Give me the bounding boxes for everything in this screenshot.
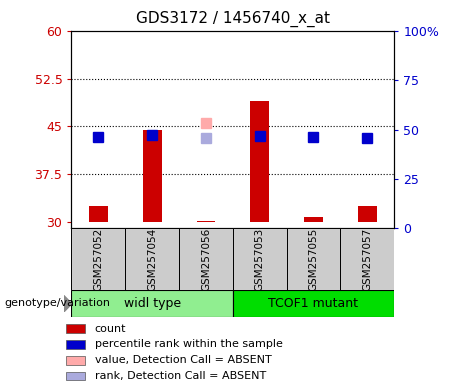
Bar bbox=[196, 221, 215, 222]
Text: GSM257057: GSM257057 bbox=[362, 228, 372, 291]
Bar bbox=[125, 228, 179, 290]
Text: GSM257052: GSM257052 bbox=[93, 228, 103, 291]
Bar bbox=[233, 290, 394, 317]
Text: GSM257055: GSM257055 bbox=[308, 228, 319, 291]
Bar bbox=[358, 206, 377, 222]
Text: GSM257056: GSM257056 bbox=[201, 228, 211, 291]
Bar bbox=[304, 217, 323, 222]
Bar bbox=[89, 206, 108, 222]
Bar bbox=[250, 101, 269, 222]
Bar bbox=[71, 290, 233, 317]
Title: GDS3172 / 1456740_x_at: GDS3172 / 1456740_x_at bbox=[136, 10, 330, 26]
Text: TCOF1 mutant: TCOF1 mutant bbox=[268, 297, 359, 310]
Bar bbox=[71, 228, 125, 290]
Bar bbox=[66, 372, 85, 381]
Text: GSM257053: GSM257053 bbox=[254, 228, 265, 291]
Text: value, Detection Call = ABSENT: value, Detection Call = ABSENT bbox=[95, 355, 272, 365]
Polygon shape bbox=[64, 295, 72, 312]
Bar bbox=[66, 356, 85, 364]
Bar bbox=[287, 228, 340, 290]
Text: widl type: widl type bbox=[124, 297, 181, 310]
Text: GSM257054: GSM257054 bbox=[147, 228, 157, 291]
Bar bbox=[179, 228, 233, 290]
Bar bbox=[143, 129, 161, 222]
Bar bbox=[66, 340, 85, 349]
Bar bbox=[66, 324, 85, 333]
Text: percentile rank within the sample: percentile rank within the sample bbox=[95, 339, 283, 349]
Text: genotype/variation: genotype/variation bbox=[5, 298, 111, 308]
Text: count: count bbox=[95, 324, 126, 334]
Bar bbox=[340, 228, 394, 290]
Text: rank, Detection Call = ABSENT: rank, Detection Call = ABSENT bbox=[95, 371, 266, 381]
Bar bbox=[233, 228, 287, 290]
